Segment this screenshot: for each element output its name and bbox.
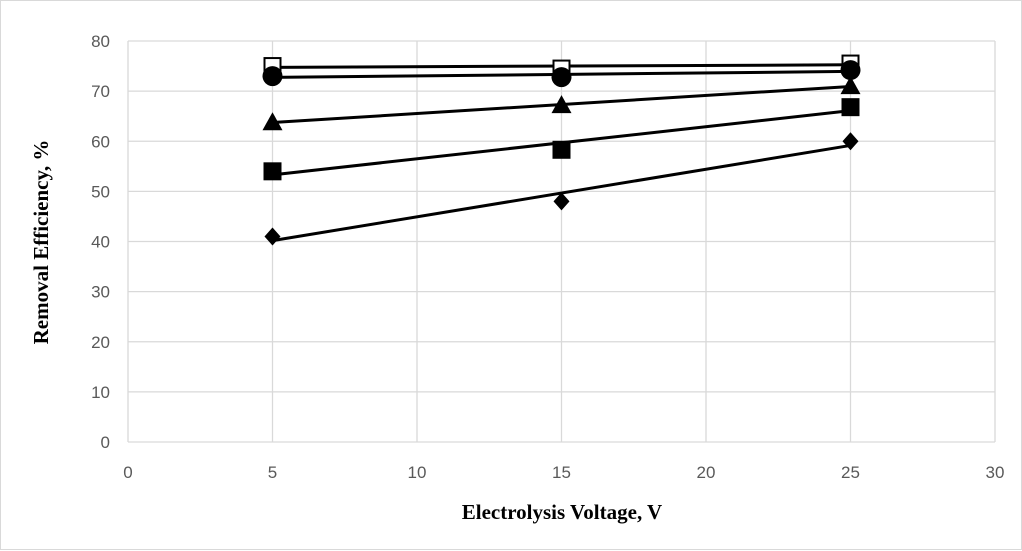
- data-point-filled-square: [263, 162, 282, 181]
- x-axis-tick-labels: 0 5 10 15 20 25 30: [123, 463, 1004, 482]
- data-point-triangle: [551, 95, 572, 114]
- y-tick-label: 20: [91, 333, 110, 352]
- y-tick-label: 0: [101, 433, 110, 452]
- x-tick-label: 10: [408, 463, 427, 482]
- y-axis-title: Removal Efficiency, %: [29, 140, 53, 345]
- data-point-filled-square: [552, 140, 571, 159]
- y-axis-tick-labels: 0 10 20 30 40 50 60 70 80: [91, 32, 110, 452]
- x-tick-label: 15: [552, 463, 571, 482]
- x-tick-label: 0: [123, 463, 132, 482]
- data-point-filled-square: [841, 98, 860, 117]
- data-point-diamond: [842, 132, 859, 151]
- x-tick-label: 25: [841, 463, 860, 482]
- data-point-diamond: [553, 192, 570, 211]
- data-point-triangle: [262, 112, 283, 131]
- data-point-circle: [840, 60, 861, 81]
- x-tick-label: 20: [697, 463, 716, 482]
- y-tick-label: 80: [91, 32, 110, 51]
- y-tick-label: 50: [91, 182, 110, 201]
- x-axis-title: Electrolysis Voltage, V: [462, 500, 662, 524]
- y-tick-label: 30: [91, 283, 110, 302]
- y-tick-label: 60: [91, 132, 110, 151]
- x-tick-label: 30: [986, 463, 1005, 482]
- data-point-triangle: [840, 76, 861, 95]
- data-markers: [262, 54, 861, 246]
- data-point-diamond: [264, 227, 281, 246]
- y-tick-label: 70: [91, 82, 110, 101]
- y-tick-label: 10: [91, 383, 110, 402]
- y-tick-label: 40: [91, 233, 110, 252]
- data-point-circle: [262, 66, 283, 87]
- data-point-circle: [551, 67, 572, 88]
- x-tick-label: 5: [268, 463, 277, 482]
